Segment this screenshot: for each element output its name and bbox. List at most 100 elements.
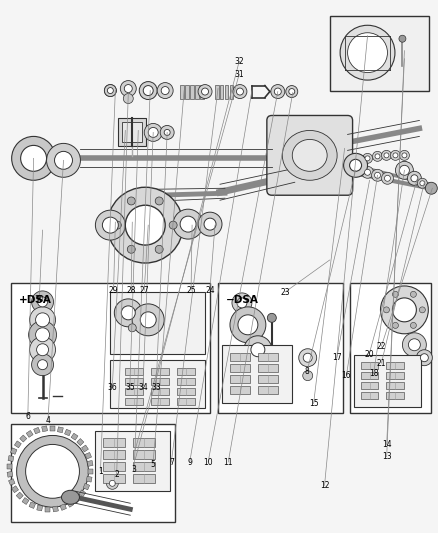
Circle shape — [389, 150, 399, 160]
Bar — [103, 474, 125, 483]
Circle shape — [419, 181, 424, 186]
Bar — [230, 353, 249, 361]
FancyBboxPatch shape — [266, 116, 352, 195]
Text: 21: 21 — [376, 359, 385, 368]
Bar — [11, 283, 209, 413]
Bar — [103, 450, 125, 459]
Bar — [50, 426, 55, 431]
Text: 7: 7 — [169, 457, 173, 466]
Circle shape — [38, 360, 47, 370]
Circle shape — [288, 88, 294, 94]
Circle shape — [392, 298, 415, 322]
Circle shape — [107, 187, 183, 263]
Circle shape — [198, 85, 212, 99]
Circle shape — [420, 354, 427, 362]
Circle shape — [32, 354, 53, 376]
Bar — [83, 483, 89, 490]
Circle shape — [392, 153, 397, 158]
Text: +DSA: +DSA — [18, 295, 51, 305]
Circle shape — [54, 151, 72, 169]
Circle shape — [298, 349, 316, 367]
Bar — [125, 398, 143, 405]
Text: 30: 30 — [34, 295, 44, 304]
Circle shape — [35, 313, 49, 327]
Circle shape — [140, 312, 156, 328]
Circle shape — [12, 136, 55, 180]
Circle shape — [424, 182, 436, 194]
Circle shape — [410, 292, 415, 297]
Text: 1: 1 — [98, 466, 102, 475]
Text: 35: 35 — [125, 383, 134, 392]
Circle shape — [417, 178, 426, 188]
Circle shape — [274, 88, 281, 95]
Circle shape — [398, 35, 405, 42]
Circle shape — [127, 197, 135, 205]
Circle shape — [364, 169, 370, 175]
Text: 10: 10 — [203, 457, 212, 466]
Circle shape — [383, 307, 389, 313]
Bar — [349, 283, 431, 413]
Bar — [133, 463, 155, 471]
Bar — [103, 439, 125, 447]
Text: 31: 31 — [234, 70, 244, 79]
Circle shape — [198, 212, 222, 236]
Circle shape — [148, 127, 158, 138]
Circle shape — [155, 245, 163, 253]
Bar — [151, 378, 169, 385]
Circle shape — [29, 307, 55, 333]
Bar — [118, 118, 146, 147]
Bar — [151, 368, 169, 375]
Circle shape — [410, 322, 415, 328]
Circle shape — [161, 86, 169, 94]
Circle shape — [231, 293, 251, 313]
Bar — [53, 506, 58, 512]
Bar — [77, 439, 84, 446]
Bar — [110, 292, 205, 354]
Circle shape — [121, 306, 135, 320]
Bar — [177, 398, 194, 405]
Circle shape — [251, 343, 264, 357]
Circle shape — [362, 154, 372, 163]
Bar — [133, 450, 155, 459]
Bar — [222, 345, 291, 402]
Bar — [95, 432, 170, 491]
Text: 32: 32 — [234, 57, 244, 66]
Circle shape — [381, 150, 391, 160]
Bar — [353, 355, 420, 407]
Text: 34: 34 — [138, 383, 148, 392]
Text: 16: 16 — [341, 371, 350, 380]
Circle shape — [157, 83, 173, 99]
Text: 28: 28 — [126, 286, 135, 295]
Circle shape — [114, 299, 142, 327]
Text: 27: 27 — [139, 286, 149, 295]
Circle shape — [267, 313, 276, 322]
Bar — [81, 445, 88, 452]
Bar — [71, 433, 78, 440]
Text: 2: 2 — [114, 470, 119, 479]
Circle shape — [144, 124, 162, 141]
Bar — [133, 474, 155, 483]
Text: 5: 5 — [150, 459, 155, 469]
Text: 29: 29 — [109, 286, 118, 295]
Bar — [151, 387, 169, 394]
Circle shape — [233, 85, 246, 99]
Circle shape — [302, 370, 312, 381]
Text: 15: 15 — [308, 399, 318, 408]
Bar — [45, 507, 50, 512]
Circle shape — [204, 218, 215, 230]
Circle shape — [418, 307, 424, 313]
Bar — [57, 427, 63, 433]
Text: 14: 14 — [381, 440, 391, 449]
Circle shape — [343, 154, 367, 177]
Bar — [385, 362, 403, 369]
Text: 17: 17 — [331, 353, 341, 362]
Bar — [360, 392, 378, 399]
Circle shape — [201, 88, 208, 95]
Circle shape — [380, 286, 427, 334]
Bar — [215, 85, 218, 99]
Circle shape — [371, 169, 383, 181]
Circle shape — [102, 217, 118, 233]
Circle shape — [374, 172, 380, 178]
Circle shape — [169, 221, 177, 229]
Circle shape — [407, 339, 420, 351]
